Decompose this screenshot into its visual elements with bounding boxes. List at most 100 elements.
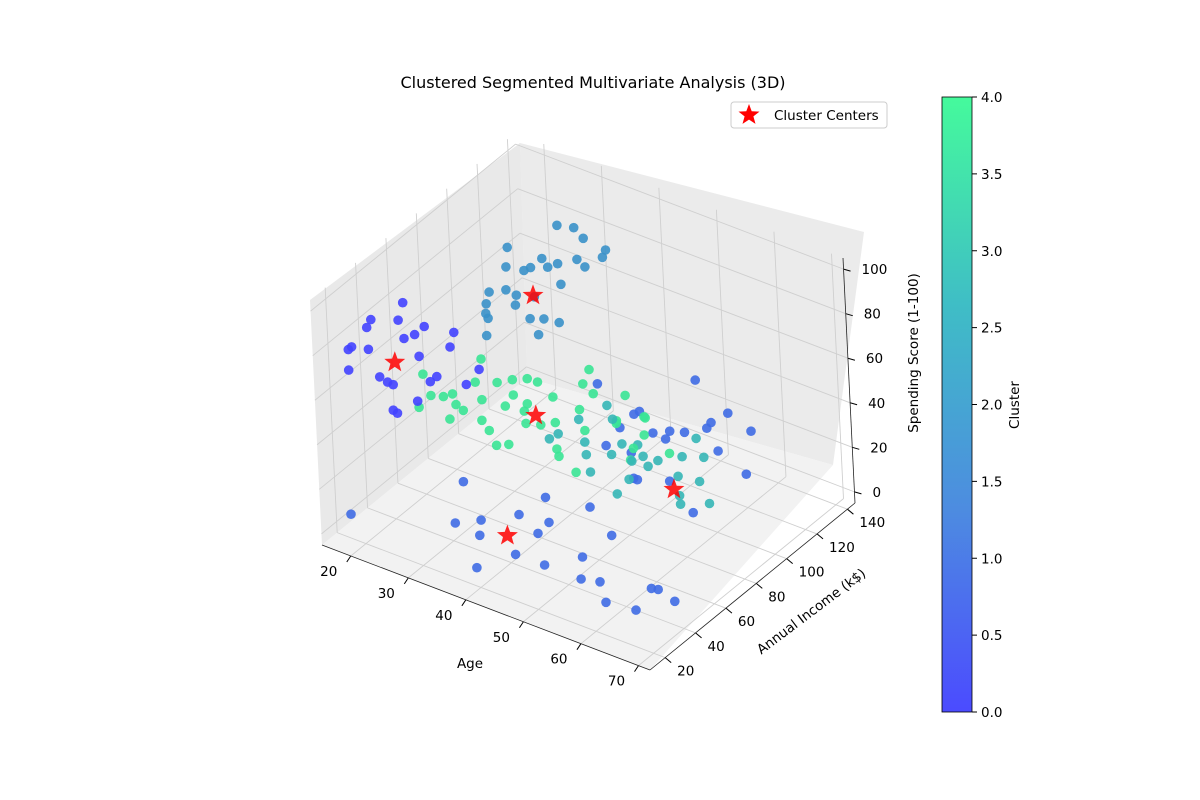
data-point	[432, 371, 442, 382]
cluster-center-marker	[522, 284, 544, 305]
data-point	[597, 252, 608, 263]
data-point	[511, 290, 522, 301]
y-gridline	[519, 383, 848, 510]
y-axis-line	[649, 502, 856, 671]
data-point	[568, 222, 579, 233]
z-gridline	[321, 366, 527, 535]
data-point	[425, 376, 436, 387]
legend-star-icon	[738, 104, 760, 124]
data-point	[536, 420, 546, 430]
data-point	[392, 408, 403, 419]
data-point	[607, 414, 618, 425]
axis-ticks: 2030405060702040608010012014002040608010…	[320, 257, 887, 690]
data-point	[600, 245, 611, 255]
y-tick-mark	[664, 657, 672, 664]
data-point	[670, 596, 680, 607]
data-point	[451, 399, 461, 410]
data-point	[447, 389, 458, 399]
z-tick-mark	[843, 268, 851, 272]
y-gridline	[428, 457, 757, 584]
x-tick-label: 50	[493, 630, 510, 646]
data-point	[532, 377, 543, 387]
z-tick-mark	[845, 313, 853, 317]
data-point	[631, 605, 641, 615]
y-gridline	[355, 262, 369, 508]
z-axis-label: Spending Score (1-100)	[906, 273, 922, 433]
data-point	[519, 406, 530, 416]
data-point	[640, 413, 650, 423]
y-gridline	[415, 213, 429, 459]
back-wall-pane-right	[520, 143, 864, 465]
data-point	[580, 437, 590, 447]
y-gridline	[397, 482, 727, 609]
data-point	[544, 434, 555, 444]
data-point	[533, 329, 544, 340]
data-point	[620, 390, 630, 401]
data-points	[343, 220, 756, 615]
data-point	[477, 415, 487, 426]
data-point	[484, 425, 495, 436]
data-point	[578, 379, 588, 389]
data-point	[627, 456, 637, 466]
data-point	[713, 446, 723, 456]
colorbar-tick-label: 0.5	[981, 628, 1002, 644]
data-point	[470, 377, 481, 388]
data-point	[632, 474, 643, 485]
data-point	[461, 379, 472, 390]
y-tick-mark	[816, 533, 824, 540]
data-point	[519, 265, 529, 276]
z-tick-label: 80	[864, 307, 881, 323]
colorbar-tick-label: 4.0	[981, 90, 1002, 106]
x-tick-mark	[461, 599, 467, 607]
x-tick-mark	[346, 555, 352, 563]
data-point	[601, 440, 611, 451]
z-gridline	[521, 277, 851, 404]
data-point	[483, 313, 493, 324]
colorbar-tick-label: 1.5	[981, 474, 1002, 490]
data-point	[675, 499, 686, 510]
data-point	[458, 476, 469, 487]
x-tick-label: 20	[320, 564, 337, 580]
data-point	[648, 428, 658, 438]
data-point	[639, 430, 649, 440]
z-gridline	[310, 143, 516, 312]
data-point	[580, 425, 590, 436]
data-point	[507, 374, 518, 385]
z-tick-mark	[849, 402, 858, 406]
x-gridline	[638, 498, 844, 666]
data-point	[476, 354, 486, 364]
data-point	[660, 434, 671, 444]
y-tick-label: 20	[677, 664, 694, 680]
data-point	[554, 451, 564, 462]
data-point	[606, 530, 617, 541]
data-point	[492, 377, 502, 388]
data-point	[508, 390, 519, 400]
data-point	[585, 467, 596, 477]
data-point	[690, 375, 700, 385]
data-point	[361, 322, 372, 333]
data-point	[445, 414, 455, 424]
data-point	[571, 467, 581, 478]
floor-pane	[322, 378, 833, 670]
x-tick-mark	[634, 665, 639, 672]
data-point	[588, 388, 598, 399]
data-point	[702, 423, 712, 434]
data-point	[343, 365, 354, 375]
data-point	[449, 327, 459, 338]
y-gridline	[506, 139, 520, 385]
data-point	[556, 279, 566, 290]
data-point	[606, 449, 617, 460]
data-point	[491, 440, 502, 451]
data-point	[653, 584, 663, 595]
data-point	[501, 262, 511, 272]
data-point	[580, 262, 590, 272]
data-point	[382, 377, 393, 387]
data-point	[539, 314, 549, 324]
colorbar-tick-label: 1.0	[981, 551, 1002, 567]
x-gridline	[580, 476, 787, 645]
x-axis-line	[321, 544, 651, 671]
x-gridline	[408, 410, 614, 579]
y-tick-label: 120	[829, 540, 855, 556]
x-tick-mark	[518, 621, 524, 629]
